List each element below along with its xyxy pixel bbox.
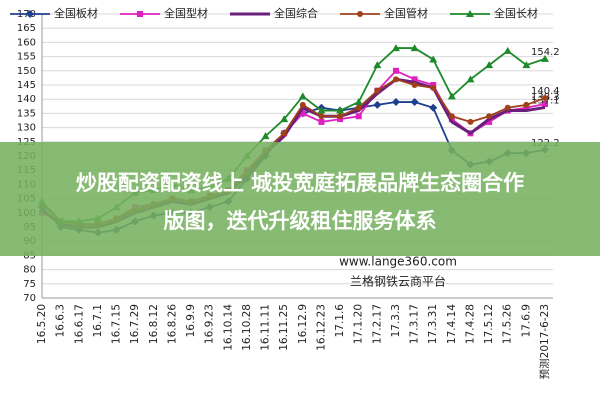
legend-label: 全国板材	[54, 6, 98, 20]
marker	[447, 92, 456, 100]
x-tick-label: 16.6.3	[55, 304, 67, 337]
x-tick-label: 16.8.26	[166, 304, 178, 344]
y-tick-label: 130	[17, 123, 36, 134]
marker	[411, 76, 418, 83]
marker	[337, 113, 344, 120]
marker	[318, 113, 325, 120]
marker	[374, 87, 381, 94]
marker	[448, 113, 455, 120]
x-tick-label: 16.8.12	[148, 304, 160, 344]
x-tick-label: 16.9.9	[185, 304, 197, 337]
x-tick-label: 16.10.28	[241, 304, 253, 351]
marker	[373, 61, 382, 69]
marker	[467, 118, 474, 125]
marker	[485, 61, 494, 69]
source: 兰格钢铁云商平台	[350, 274, 446, 289]
legend-label: 全国长材	[494, 6, 538, 20]
y-tick-label: 150	[17, 66, 36, 77]
marker	[318, 118, 325, 125]
marker	[392, 76, 399, 83]
marker	[541, 54, 549, 62]
x-tick-label: 16.11.11	[260, 304, 272, 351]
x-tick-label: 16.11.25	[278, 304, 290, 351]
marker	[523, 101, 530, 108]
banner-background	[0, 142, 600, 256]
x-tick-label: 17.3.3	[390, 304, 402, 337]
marker	[391, 98, 400, 107]
y-tick-label: 145	[17, 80, 36, 91]
x-tick-label: 16.12.9	[297, 304, 309, 344]
marker	[357, 11, 363, 17]
marker	[542, 95, 548, 102]
marker	[411, 82, 418, 88]
marker	[280, 115, 289, 123]
marker	[261, 132, 270, 140]
marker	[299, 110, 306, 117]
marker	[137, 11, 143, 17]
x-tick-label: 17.5.26	[502, 304, 514, 344]
marker	[504, 104, 511, 111]
x-tick-label: 17.5.12	[483, 304, 495, 344]
x-tick-label: 16.10.14	[222, 304, 234, 351]
x-tick-label: 17.4.14	[446, 304, 458, 344]
marker	[486, 113, 493, 120]
marker	[355, 104, 362, 111]
marker	[410, 44, 419, 52]
marker	[354, 98, 363, 106]
marker	[373, 100, 382, 109]
watermark: www.lange360.com	[339, 255, 457, 269]
marker	[429, 55, 438, 63]
marker	[503, 46, 512, 54]
marker	[281, 130, 288, 137]
y-tick-label: 155	[17, 52, 36, 63]
y-tick-label: 160	[17, 37, 36, 48]
marker	[429, 103, 438, 112]
legend-label: 全国管材	[384, 6, 428, 20]
marker	[26, 10, 34, 18]
banner-text: 版图，迭代升级租住服务体系	[164, 209, 437, 233]
marker	[298, 92, 307, 100]
x-tick-label: 16.12.23	[315, 304, 327, 351]
marker	[391, 44, 400, 52]
legend-label: 全国型材	[164, 6, 208, 20]
x-tick-label: 17.1.20	[353, 304, 365, 344]
marker	[542, 101, 548, 108]
x-tick-label: 17.2.17	[371, 304, 383, 344]
x-tick-label: 16.7.15	[111, 304, 123, 344]
y-tick-label: 140	[17, 94, 36, 105]
end-value-label: 154.2	[531, 47, 560, 58]
marker	[299, 101, 306, 108]
marker	[317, 106, 326, 114]
x-tick-label: 17.4.28	[464, 304, 476, 344]
y-tick-label: 75	[23, 279, 36, 290]
x-tick-label: 16.6.17	[73, 304, 85, 344]
end-value-label: 140.4	[531, 86, 560, 97]
banner-text: 炒股配资配资线上 城投宽庭拓展品牌生态圈合作	[76, 171, 524, 195]
x-tick-label: 16.5.20	[36, 304, 48, 344]
y-tick-label: 165	[17, 23, 36, 34]
x-tick-label: 16.9.23	[204, 304, 216, 344]
y-tick-label: 70	[23, 293, 36, 304]
marker	[466, 75, 475, 83]
x-tick-label: 17.1.6	[334, 304, 346, 338]
legend-label: 全国综合	[274, 6, 318, 20]
x-tick-label: 16.7.1	[92, 304, 104, 337]
marker	[486, 118, 493, 125]
marker	[392, 67, 399, 74]
x-tick-label: 17.6.9	[520, 304, 532, 337]
marker	[466, 10, 474, 17]
marker	[430, 84, 437, 91]
x-tick-label: 16.7.29	[129, 304, 141, 344]
marker	[522, 61, 531, 69]
y-tick-label: 135	[17, 108, 36, 119]
marker	[336, 106, 345, 114]
marker	[355, 113, 362, 120]
y-tick-label: 80	[23, 265, 36, 276]
marker	[410, 98, 419, 107]
x-tick-label: 17.3.31	[427, 304, 439, 344]
x-tick-label: 预测2017-6-23	[538, 304, 551, 379]
x-tick-label: 17.3.17	[409, 304, 421, 344]
